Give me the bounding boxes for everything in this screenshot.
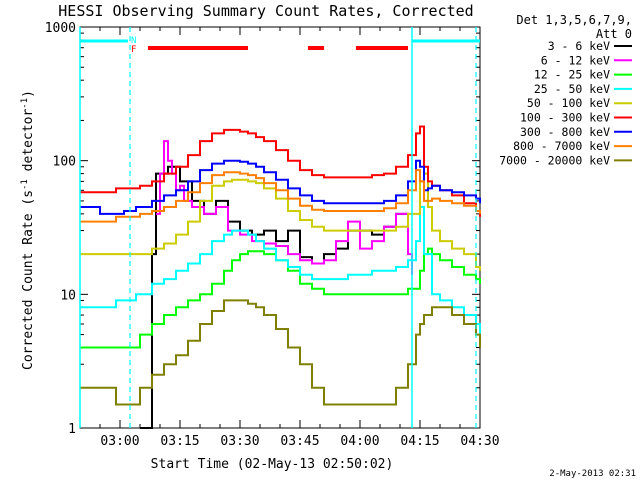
legend-label-4: 50 - 100 keV: [527, 96, 610, 110]
y-tick-label: 1: [68, 422, 76, 437]
x-axis-label: Start Time (02-May-13 02:50:02): [151, 457, 394, 472]
legend-label-1: 6 - 12 keV: [541, 53, 610, 67]
x-tick-label: 03:45: [280, 434, 319, 449]
y-tick-label: 10: [60, 288, 76, 303]
flare-letter: F: [131, 45, 136, 55]
legend-label-2: 12 - 25 keV: [534, 68, 610, 82]
legend-header-line-1: Det 1,3,5,6,7,9,: [516, 13, 632, 27]
series-line-8: [80, 299, 481, 406]
legend-label-8: 7000 - 20000 keV: [499, 153, 610, 167]
legend-label-7: 800 - 7000 keV: [513, 139, 610, 153]
y-axis-label: Corrected Count Rate (s-1 detector-1): [20, 90, 36, 370]
series-line-7: [80, 169, 481, 223]
legend-label-6: 300 - 800 keV: [520, 125, 610, 139]
chart-title: HESSI Observing Summary Count Rates, Cor…: [58, 2, 473, 20]
plot-area: 1 10 100 1000 03:00 03:15 03:30 03:45 04:00 04:15…: [45, 21, 500, 449]
series-line-6: [80, 159, 481, 215]
y-tick-label: 1000: [45, 21, 76, 36]
y-axis-label-main: Corrected Count Rate (s: [21, 190, 36, 370]
legend-label-5: 100 - 300 keV: [520, 111, 610, 125]
x-tick-label: 03:30: [220, 434, 259, 449]
x-tick-label: 03:15: [160, 434, 199, 449]
night-letter: N: [131, 36, 136, 46]
y-tick-label: 100: [53, 155, 76, 170]
series-line-3: [80, 206, 481, 335]
legend-label-0: 3 - 6 keV: [548, 39, 610, 53]
legend-header-line-2: Att 0: [596, 27, 632, 41]
x-tick-label: 04:00: [340, 434, 379, 449]
y-axis-label-sup1: -1: [20, 179, 30, 190]
series-line-4: [80, 172, 481, 271]
x-tick-label: 04:15: [400, 434, 439, 449]
x-tick-label: 03:00: [100, 434, 139, 449]
legend-label-3: 25 - 50 keV: [534, 82, 610, 96]
footer-date: 2-May-2013 02:31: [549, 469, 636, 479]
x-tick-label: 04:30: [460, 434, 499, 449]
series-line-5: [80, 125, 481, 217]
y-axis-label-mid: detector: [21, 109, 36, 180]
y-axis-label-sup2: -1: [20, 98, 30, 109]
y-axis-label-end: ): [21, 90, 36, 98]
